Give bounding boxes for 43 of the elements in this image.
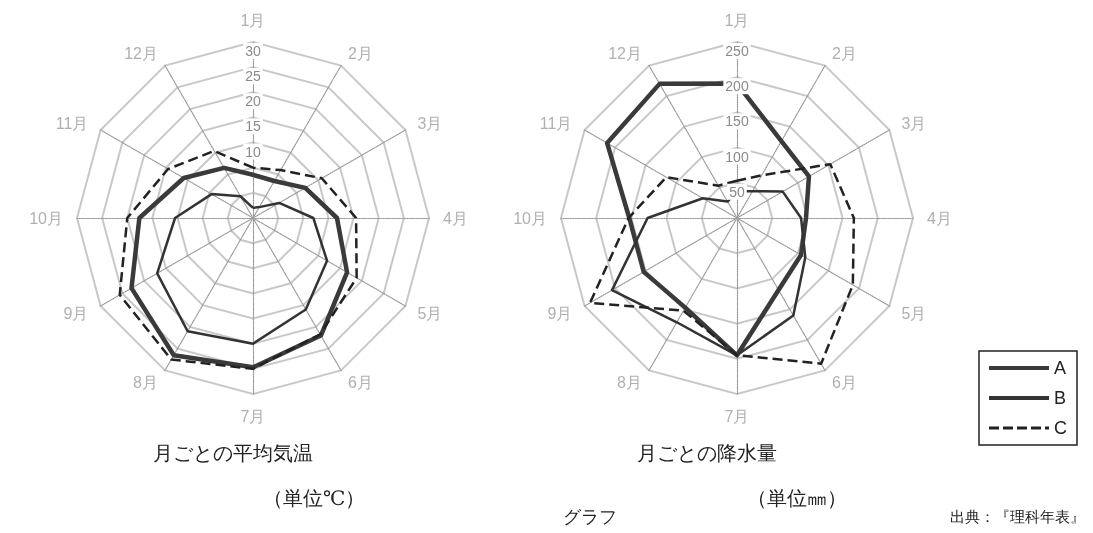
text: 月ごとの降水量 xyxy=(637,442,777,464)
y-tick-label: 50 xyxy=(729,183,745,200)
spoke-label: 10月 xyxy=(513,209,547,227)
spoke-label: 12月 xyxy=(124,44,158,62)
spoke-label: 2月 xyxy=(348,44,373,62)
spoke-label: 1月 xyxy=(724,11,750,29)
spoke-label: 8月 xyxy=(617,374,642,392)
legend-label: C xyxy=(1054,418,1067,438)
spoke-label: 10月 xyxy=(29,209,63,227)
spoke-label: 7月 xyxy=(724,407,750,425)
text: （単位㎜） xyxy=(747,487,847,509)
spoke-label: 5月 xyxy=(901,304,927,322)
y-tick-label: 100 xyxy=(725,148,749,165)
spoke-label: 4月 xyxy=(927,209,952,227)
spoke-label: 8月 xyxy=(133,374,158,392)
spoke-label: 6月 xyxy=(348,374,373,392)
spoke-label: 11月 xyxy=(55,114,89,132)
spoke-label: 5月 xyxy=(417,304,443,322)
source-note: 出典：『理科年表』 xyxy=(950,509,1085,525)
y-tick-label: 10 xyxy=(245,143,261,160)
y-tick-label: 250 xyxy=(725,43,749,59)
y-tick-label: 150 xyxy=(725,113,749,130)
y-tick-label: 20 xyxy=(245,93,261,110)
spoke-label: 6月 xyxy=(832,374,857,392)
y-tick-label: 30 xyxy=(245,43,261,59)
spoke-label: 7月 xyxy=(240,407,266,425)
y-tick-label: 15 xyxy=(245,118,261,135)
spoke-label: 11月 xyxy=(539,114,573,132)
spoke-label: 9月 xyxy=(63,304,89,322)
spoke-label: 4月 xyxy=(443,209,468,227)
spoke-label: 9月 xyxy=(547,304,573,322)
spoke-label: 3月 xyxy=(417,114,443,132)
spoke-label: 2月 xyxy=(832,44,857,62)
y-tick-label: 200 xyxy=(725,78,749,95)
y-tick-label: 25 xyxy=(245,68,261,85)
legend-label: A xyxy=(1054,358,1067,378)
legend-label: B xyxy=(1054,388,1067,408)
spoke-label: 12月 xyxy=(608,44,642,62)
text: 月ごとの平均気温 xyxy=(153,442,313,464)
spoke-label: 3月 xyxy=(901,114,927,132)
spoke-label: 1月 xyxy=(240,11,266,29)
text: グラフ xyxy=(563,507,617,527)
text: （単位℃） xyxy=(263,487,366,509)
